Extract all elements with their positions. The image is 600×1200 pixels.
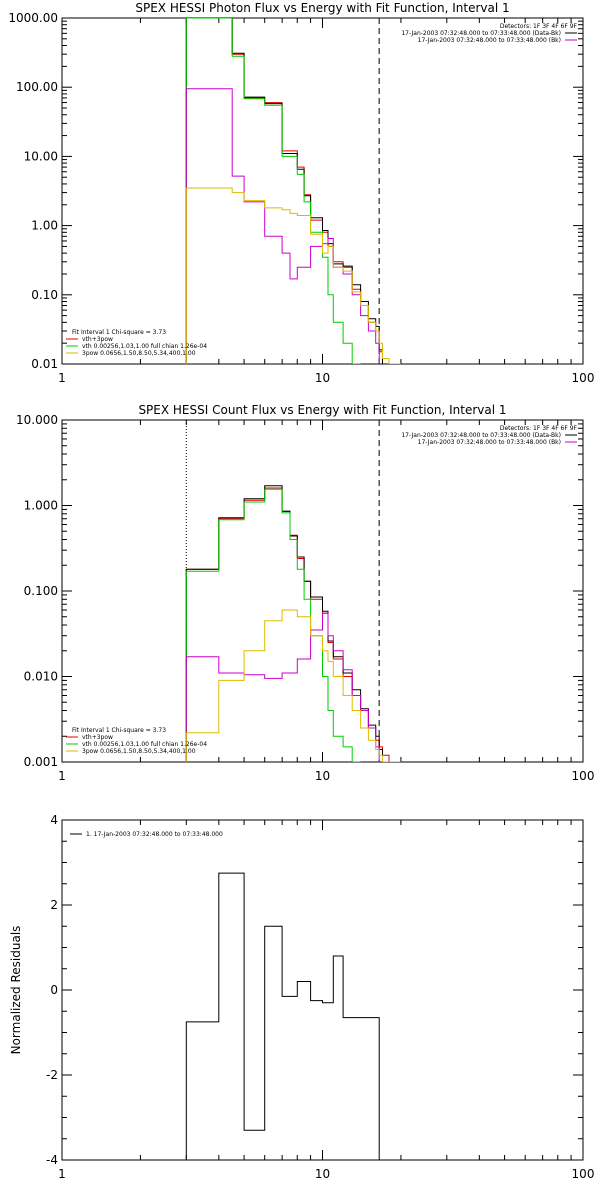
plot-frame (61, 819, 584, 1161)
series-1-17-jan-2003-07-32-48-000-to-07-33-48-000 (185, 872, 380, 1160)
x-tick-label: 100 (572, 769, 595, 783)
legend-bottom-entry: vth 0.00256,1.03,1.00 full chian 1.26e-0… (82, 741, 207, 748)
series-3pow (185, 187, 401, 364)
legend-top-entry: 17-Jan-2003 07:32:48.000 to 07:33:48.000… (401, 30, 561, 37)
plot-frame (61, 17, 584, 365)
y-tick-label: 1.000 (24, 499, 58, 513)
legend-entry: 1. 17-Jan-2003 07:32:48.000 to 07:33:48.… (86, 831, 223, 838)
y-tick-label: -2 (46, 1068, 58, 1082)
legend-bottom-header: Fit Interval 1 Chi-square = 3.73 (72, 329, 166, 336)
legend-bottom-entry: 3pow 0.0656,1.50,8.50,5.34,400,1.00 (82, 350, 196, 357)
legend-top-entry: 17-Jan-2003 07:32:48.000 to 07:33:48.000… (418, 439, 561, 446)
chart-panel-1: SPEX HESSI Photon Flux vs Energy with Fi… (8, 1, 594, 385)
series-data-bk (185, 485, 383, 762)
legend-bottom-entry: vth 0.00256,1.03,1.00 full chian 1.26e-0… (82, 343, 207, 350)
x-tick-label: 1 (58, 1167, 66, 1181)
legend-top-header: Detectors: 1F 3F 4F 6F 9F (500, 23, 578, 30)
x-tick-label: 100 (572, 371, 595, 385)
y-tick-label: 1000.00 (8, 11, 58, 25)
y-tick-label: 0.01 (31, 357, 58, 371)
y-axis-label: Normalized Residuals (9, 926, 23, 1055)
y-tick-label: 0.001 (24, 755, 58, 769)
y-tick-label: 1.00 (31, 219, 58, 233)
series-bk (185, 88, 380, 364)
legend-bottom-entry: vth+3pow (82, 336, 113, 343)
legend-bottom-entry: 3pow 0.0656,1.50,8.50,5.34,400,1.00 (82, 748, 196, 755)
data-layer (185, 420, 401, 762)
x-tick-label: 1 (58, 371, 66, 385)
y-tick-label: 10.00 (24, 149, 58, 163)
y-tick-label: 0 (50, 983, 58, 997)
y-tick-label: -4 (46, 1153, 58, 1167)
legend-top-entry: 17-Jan-2003 07:32:48.000 to 07:33:48.000… (418, 37, 561, 44)
series-vth (185, 18, 361, 364)
data-layer (185, 872, 380, 1160)
y-tick-label: 4 (50, 813, 58, 827)
x-tick-label: 1 (58, 769, 66, 783)
legend-bottom-entry: vth+3pow (82, 734, 113, 741)
series-data-bk (185, 18, 383, 364)
y-tick-label: 100.00 (16, 80, 58, 94)
x-tick-label: 10 (315, 769, 330, 783)
chart-panel-3: 1 10 100 -4 -2 0 2 4 Normalized Residuals 1. 17-J… (9, 813, 594, 1181)
series-vth (185, 488, 361, 762)
x-tick-label: 10 (315, 1167, 330, 1181)
data-layer (185, 18, 401, 364)
legend-top-header: Detectors: 1F 3F 4F 6F 9F (500, 425, 578, 432)
legend-top-entry: 17-Jan-2003 07:32:48.000 to 07:33:48.000… (401, 432, 561, 439)
plot-frame (61, 419, 584, 763)
y-tick-label: 10.000 (16, 413, 58, 427)
chart-panel-2: SPEX HESSI Count Flux vs Energy with Fit… (16, 403, 594, 783)
y-tick-label: 0.10 (31, 288, 58, 302)
y-tick-label: 2 (50, 898, 58, 912)
legend-bottom-header: Fit Interval 1 Chi-square = 3.73 (72, 727, 166, 734)
series-3pow (185, 609, 401, 762)
x-tick-label: 10 (315, 371, 330, 385)
y-tick-label: 0.100 (24, 584, 58, 598)
series-bk (185, 612, 380, 762)
chart-title: SPEX HESSI Count Flux vs Energy with Fit… (138, 403, 506, 417)
x-tick-label: 100 (572, 1167, 595, 1181)
y-tick-label: 0.010 (24, 670, 58, 684)
chart-title: SPEX HESSI Photon Flux vs Energy with Fi… (135, 1, 509, 15)
